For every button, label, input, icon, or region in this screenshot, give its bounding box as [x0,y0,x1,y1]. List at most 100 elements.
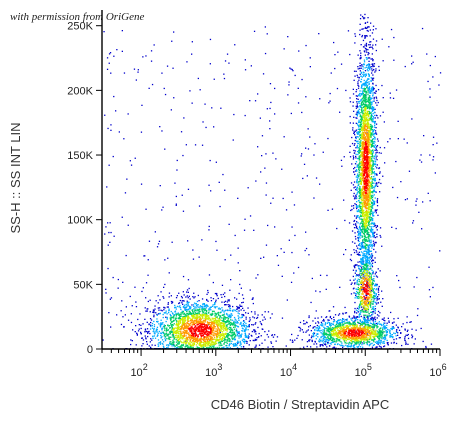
event-point [163,341,165,343]
event-point [432,136,435,138]
event-point [405,341,407,343]
event-point [373,344,375,346]
event-point [352,101,354,103]
event-point [168,296,170,298]
event-point [237,307,239,309]
event-point [367,93,369,95]
event-point [366,35,368,37]
event-point [221,317,223,319]
event-point [368,44,370,46]
event-point [245,322,247,325]
event-point [142,287,144,289]
event-point [253,30,256,32]
event-point [241,315,243,317]
event-point [221,322,224,324]
event-point [338,324,340,327]
event-point [371,211,373,213]
event-point [366,294,368,296]
event-point [396,275,398,277]
event-point [232,305,234,308]
event-point [168,333,170,335]
event-point [349,145,351,147]
event-point [350,293,353,295]
event-point [370,278,373,280]
event-point [358,126,360,128]
event-point [168,272,170,274]
event-point [357,236,359,239]
event-point [205,126,207,129]
event-point [368,75,370,77]
event-point [362,221,364,223]
event-point [201,310,203,312]
event-point [251,298,253,300]
event-point [386,330,388,332]
event-point [231,328,233,330]
event-point [389,138,391,140]
event-point [382,341,384,343]
event-point [174,317,177,319]
event-point [373,178,375,180]
event-point [306,345,308,348]
event-point [205,305,207,307]
event-point [363,276,366,278]
event-point [324,322,327,324]
event-point [373,157,375,159]
event-point [260,335,262,337]
event-point [422,340,424,343]
event-point [375,114,378,116]
event-point [165,330,167,332]
event-point [236,298,238,300]
event-point [235,344,237,346]
event-point [154,308,156,310]
event-point [205,312,208,315]
event-point [365,94,368,96]
event-point [329,323,331,325]
event-point [325,328,328,330]
event-point [340,63,343,65]
event-point [227,340,229,342]
event-point [184,346,186,348]
event-point [375,293,377,295]
event-point [199,313,201,315]
event-point [224,189,226,191]
event-point [365,260,368,262]
event-point [373,187,376,189]
event-point [365,100,367,102]
event-point [326,330,328,332]
event-point [174,327,177,329]
event-point [177,347,179,349]
event-point [371,283,373,286]
event-point [248,324,250,326]
event-point [189,346,192,348]
event-point [432,76,434,78]
event-point [373,222,375,224]
event-point [358,155,360,157]
event-point [375,242,377,244]
event-point [385,338,387,340]
event-point [357,136,359,138]
event-point [219,315,222,317]
event-point [371,144,373,146]
event-point [183,294,185,296]
event-point [375,325,377,327]
event-point [192,310,194,312]
event-point [196,346,198,348]
event-point [230,316,232,318]
event-point [354,75,356,77]
event-point [366,79,368,81]
event-point [354,232,356,234]
event-point [358,113,360,115]
event-point [372,300,374,302]
event-point [364,231,366,233]
event-point [337,314,340,316]
event-point [369,341,371,343]
event-point [299,330,301,332]
event-point [213,126,215,128]
event-point [319,340,321,343]
event-point [358,100,360,103]
event-point [362,246,364,248]
event-point [371,103,373,105]
event-point [290,68,292,70]
event-point [371,218,374,220]
event-point [136,333,138,335]
